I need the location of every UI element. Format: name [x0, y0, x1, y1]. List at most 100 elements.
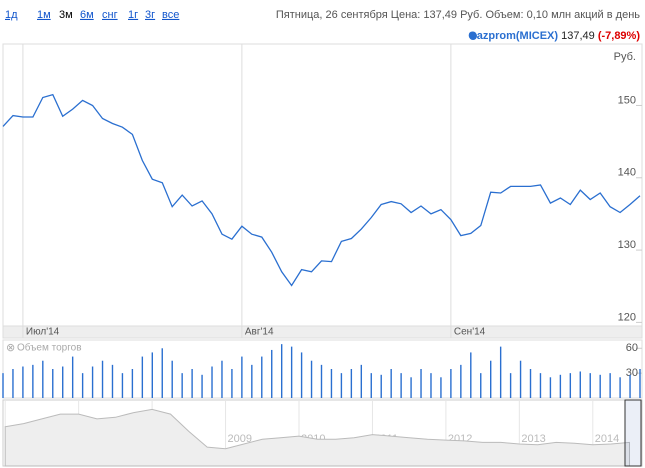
volume-bar [480, 373, 482, 398]
volume-bar [639, 369, 641, 398]
volume-bar [251, 364, 253, 398]
volume-bar [380, 374, 382, 398]
volume-bar [111, 364, 114, 398]
volume-bar [509, 373, 512, 398]
volume-bar [271, 349, 273, 398]
volume-title: Объем торгов [17, 342, 82, 354]
volume-bar [62, 366, 64, 398]
volume-bar [559, 374, 562, 398]
volume-icon: ⊗ [6, 342, 15, 354]
volume-bar [161, 348, 163, 398]
volume-bar [579, 371, 581, 398]
volume-bar [241, 356, 243, 398]
range-link[interactable]: 6м [80, 9, 94, 21]
volume-bar [42, 360, 44, 398]
volume-bar [450, 369, 452, 398]
range-link[interactable]: 1г [128, 9, 138, 21]
volume-bar [360, 364, 363, 398]
x-axis-band [2, 325, 643, 339]
volume-panel [2, 339, 643, 399]
x-tick-label: 2009 [228, 433, 252, 445]
volume-bar [22, 366, 24, 398]
volume-bar [330, 369, 333, 398]
volume-bar [499, 346, 502, 398]
volume-bar [410, 377, 412, 398]
volume-bar [201, 374, 203, 398]
volume-bar [529, 369, 532, 398]
volume-bar [519, 360, 522, 398]
legend-dot [469, 32, 477, 40]
volume-bar [52, 369, 54, 398]
volume-bar [350, 369, 353, 398]
price-line [2, 93, 641, 287]
volume-bar [589, 373, 591, 398]
volume-bar [619, 377, 621, 398]
y-tick-label: 120 [618, 311, 636, 323]
volume-bar [320, 364, 323, 398]
volume-bar [280, 344, 283, 398]
volume-bar [569, 373, 572, 398]
volume-bar [211, 366, 213, 398]
volume-bar [231, 369, 233, 398]
volume-bar [599, 374, 601, 398]
volume-bar [181, 373, 183, 398]
volume-bar [32, 364, 34, 398]
volume-bar [420, 369, 422, 398]
volume-bar [2, 373, 4, 398]
volume-bar [290, 346, 293, 398]
volume-bar [549, 377, 552, 398]
range-link[interactable]: все [162, 9, 179, 21]
volume-bar [121, 373, 124, 398]
volume-bar [151, 352, 153, 398]
legend-name: Gazprom(MICEX) [468, 30, 558, 42]
y-tick-label: 130 [618, 239, 636, 251]
range-window[interactable] [624, 399, 642, 467]
x-tick-label: Июл'14 [26, 327, 60, 338]
volume-bar [390, 369, 392, 398]
volume-bar [91, 366, 94, 398]
price-panel [2, 43, 643, 327]
legend-price: 137,49 [561, 30, 595, 42]
volume-bar [460, 364, 462, 398]
volume-bar [629, 374, 631, 398]
range-link[interactable]: 1м [37, 9, 51, 21]
volume-bar [440, 377, 442, 398]
legend: Gazprom(MICEX) 137,49 (-7,89%) [468, 30, 640, 42]
volume-bar [191, 369, 193, 398]
volume-bar [300, 352, 303, 398]
history-area [4, 408, 630, 467]
volume-bar [340, 373, 343, 398]
x-tick-label: 2013 [521, 433, 545, 445]
volume-bar [131, 369, 134, 398]
unit-label: Руб. [614, 51, 636, 63]
volume-bar [609, 373, 611, 398]
y-tick-label: 140 [618, 167, 636, 179]
volume-bar [101, 360, 104, 398]
y-tick-label: 30 [626, 367, 638, 379]
range-link[interactable]: 1д [5, 9, 18, 21]
x-tick-label: 2014 [595, 433, 619, 445]
volume-bar [310, 360, 313, 398]
y-tick-label: 150 [618, 94, 636, 106]
volume-bar [81, 373, 84, 398]
volume-bar [261, 356, 263, 398]
range-link[interactable]: снг [102, 9, 118, 21]
x-tick-label: Авг'14 [245, 327, 274, 338]
volume-bar [430, 373, 432, 398]
volume-bar [221, 360, 223, 398]
x-tick-label: Сен'14 [454, 327, 486, 338]
volume-bar [490, 360, 492, 398]
volume-bar [141, 356, 144, 398]
volume-bar [470, 352, 472, 398]
volume-bar [12, 369, 14, 398]
volume-bar [71, 356, 74, 398]
range-link[interactable]: 3г [145, 9, 155, 21]
legend-change: (-7,89%) [598, 30, 641, 42]
info-text: Пятница, 26 сентября Цена: 137,49 Руб. О… [276, 9, 640, 21]
y-tick-label: 60 [626, 342, 638, 354]
volume-bar [370, 373, 372, 398]
volume-bar [400, 373, 402, 398]
volume-bar [171, 360, 173, 398]
range-link[interactable]: 3м [59, 9, 73, 21]
